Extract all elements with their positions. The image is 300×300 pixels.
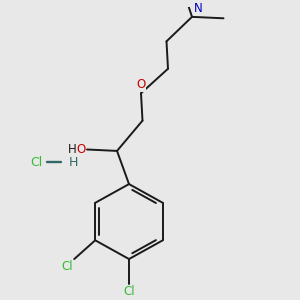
Text: H: H [69,156,78,169]
Text: Cl: Cl [123,285,135,298]
Text: Cl: Cl [61,260,73,274]
Text: N: N [194,2,202,14]
Text: O: O [76,143,86,156]
Text: H: H [68,143,76,156]
Text: Cl: Cl [30,156,42,169]
Text: O: O [136,78,146,91]
